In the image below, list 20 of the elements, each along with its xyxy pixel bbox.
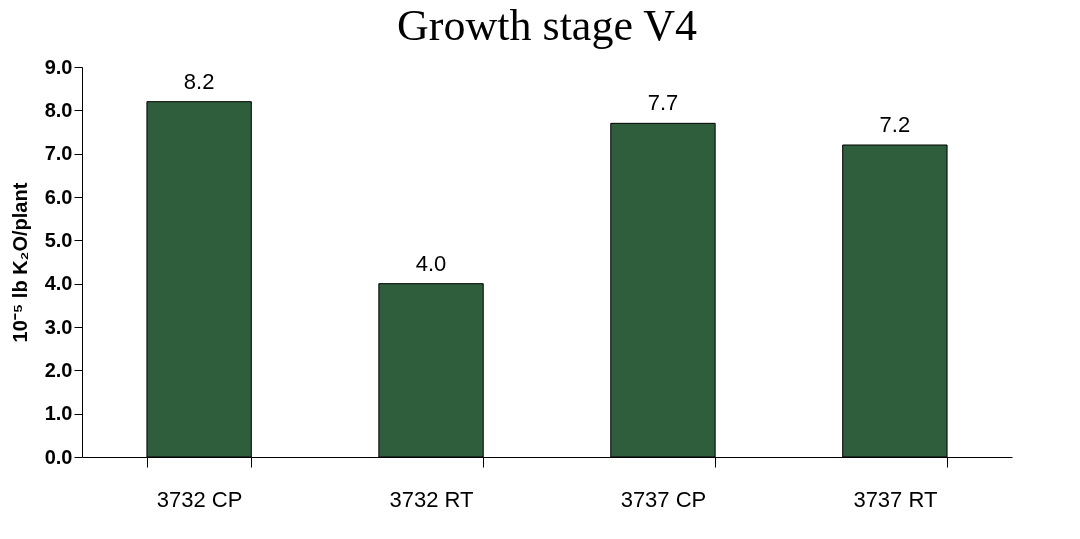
y-tick-label: 7.0 xyxy=(44,142,73,165)
y-tick-label: 8.0 xyxy=(44,98,73,121)
x-tick-label: 3737 CP xyxy=(620,486,707,512)
y-tick-label: 9.0 xyxy=(44,55,73,78)
data-label: 7.7 xyxy=(647,90,679,116)
x-tick-label: 3737 RT xyxy=(853,486,938,512)
y-tick-label: 5.0 xyxy=(44,228,73,251)
data-label: 8.2 xyxy=(183,68,215,94)
y-tick-label: 2.0 xyxy=(44,358,73,381)
y-tick-label: 3.0 xyxy=(44,315,73,338)
data-label: 4.0 xyxy=(415,250,447,276)
y-tick-label: 1.0 xyxy=(44,402,73,425)
y-tick-label: 0.0 xyxy=(44,445,73,468)
x-tick-label: 3732 CP xyxy=(156,486,243,512)
y-tick-label: 6.0 xyxy=(44,185,73,208)
data-label: 7.2 xyxy=(879,112,911,137)
x-tick-label: 3732 RT xyxy=(389,486,474,512)
y-axis-title: 10⁻⁵ lb K₂O/plant xyxy=(8,182,31,343)
chart-title: Growth stage V4 xyxy=(397,1,697,50)
y-tick-label: 4.0 xyxy=(44,272,73,295)
